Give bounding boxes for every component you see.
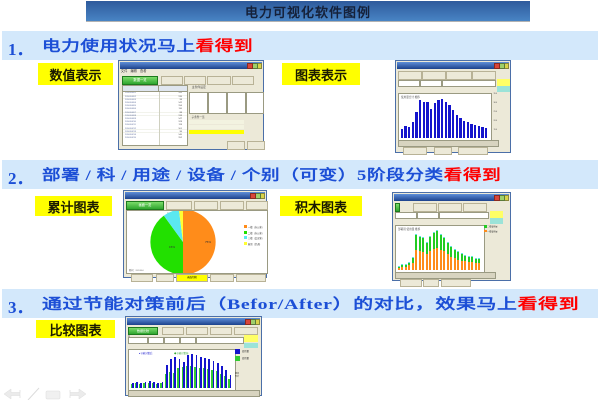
svg-text:15%: 15% [169,245,175,249]
svg-text:75%: 75% [205,240,211,244]
